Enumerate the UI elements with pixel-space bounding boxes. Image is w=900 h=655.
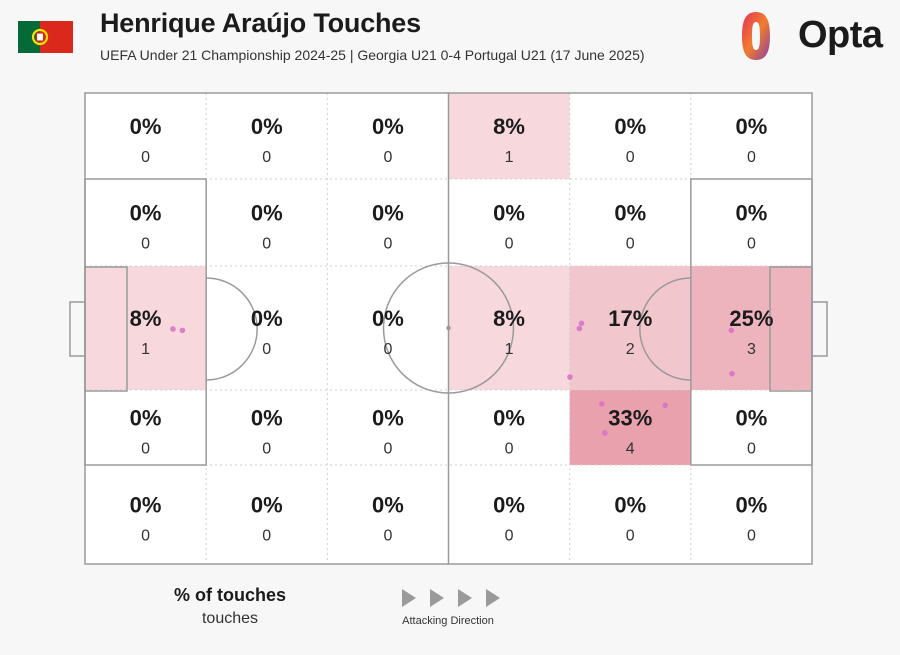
cell-percent-label: 25%: [729, 306, 773, 331]
page-title: Henrique Araújo Touches: [100, 8, 421, 38]
cell-percent-label: 0%: [736, 493, 768, 518]
cell-count-label: 0: [747, 441, 756, 458]
cell-count-label: 0: [626, 149, 635, 166]
cell-percent-label: 8%: [130, 306, 162, 331]
cell-percent-label: 0%: [493, 406, 525, 431]
touch-point: [729, 370, 735, 377]
cell-count-label: 0: [141, 441, 150, 458]
cell-count-label: 0: [747, 528, 756, 545]
cell-count-label: 1: [505, 149, 514, 166]
cell-percent-label: 8%: [493, 114, 525, 139]
cell-count-label: 0: [383, 236, 392, 253]
cell-percent-label: 0%: [130, 201, 162, 226]
cell-count-label: 0: [383, 149, 392, 166]
cell-count-label: 0: [505, 441, 514, 458]
cell-percent-label: 33%: [608, 406, 652, 431]
cell-count-label: 0: [262, 528, 271, 545]
cell-count-label: 0: [141, 236, 150, 253]
heat-cell: [448, 266, 570, 390]
cell-count-label: 0: [747, 149, 756, 166]
cell-count-label: 0: [383, 441, 392, 458]
cell-count-label: 0: [505, 528, 514, 545]
cell-percent-label: 0%: [736, 114, 768, 139]
heat-cell: [569, 390, 691, 465]
centre-circle: [382, 262, 515, 394]
touch-point: [662, 402, 668, 409]
opta-logo-icon: [742, 12, 770, 60]
match-subtitle: UEFA Under 21 Championship 2024-25 | Geo…: [100, 47, 645, 63]
heat-cell: [85, 266, 207, 390]
cell-count-label: 0: [383, 341, 392, 358]
cell-percent-label: 0%: [372, 406, 404, 431]
centre-spot: [446, 325, 451, 331]
cell-count-label: 4: [626, 441, 635, 458]
cell-count-label: 0: [141, 528, 150, 545]
cell-count-label: 0: [141, 149, 150, 166]
cell-percent-label: 0%: [130, 114, 162, 139]
touch-point: [728, 327, 735, 334]
cell-percent-label: 0%: [736, 406, 768, 431]
heat-cell: [448, 93, 570, 179]
legend-percent-label: % of touches: [173, 585, 286, 605]
legend-count-label: touches: [201, 610, 259, 627]
brand-name: Opta: [798, 14, 883, 56]
heat-cell: [569, 266, 691, 390]
touch-point: [567, 374, 573, 380]
cell-count-label: 0: [262, 341, 271, 358]
touch-point: [602, 430, 608, 436]
cell-percent-label: 0%: [372, 114, 404, 139]
cell-count-label: 0: [383, 528, 392, 545]
cell-percent-label: 0%: [614, 493, 646, 518]
cell-percent-label: 0%: [493, 201, 525, 226]
cell-percent-label: 0%: [614, 114, 646, 139]
cell-count-label: 2: [626, 341, 635, 358]
cell-percent-label: 0%: [251, 114, 283, 139]
cell-count-label: 0: [262, 149, 271, 166]
cell-percent-label: 0%: [130, 493, 162, 518]
right-goal: [811, 301, 828, 357]
right-penalty-arc: [639, 277, 691, 381]
cell-count-label: 0: [505, 236, 514, 253]
cell-percent-label: 0%: [251, 493, 283, 518]
cell-count-label: 0: [262, 236, 271, 253]
cell-count-label: 3: [747, 341, 756, 358]
cell-percent-label: 0%: [614, 201, 646, 226]
pitch-markings: [69, 92, 828, 565]
cell-percent-label: 17%: [608, 306, 652, 331]
touch-point: [170, 326, 176, 332]
cell-percent-label: 0%: [372, 306, 404, 331]
cell-count-label: 0: [262, 441, 271, 458]
cell-count-label: 0: [747, 236, 756, 253]
heat-cell: [690, 266, 812, 390]
touch-point: [179, 327, 186, 334]
cell-count-label: 1: [141, 341, 150, 358]
cell-percent-label: 0%: [251, 406, 283, 431]
cell-percent-label: 0%: [251, 306, 283, 331]
cell-count-label: 0: [626, 236, 635, 253]
cell-percent-label: 0%: [372, 493, 404, 518]
attacking-direction-arrows-icon: [402, 589, 500, 607]
touch-point: [576, 325, 583, 332]
cell-percent-label: 0%: [736, 201, 768, 226]
portugal-flag-icon: [18, 21, 73, 53]
attacking-direction-label: Attacking Direction: [402, 615, 494, 627]
cell-count-label: 0: [626, 528, 635, 545]
cell-percent-label: 0%: [372, 201, 404, 226]
touch-point: [599, 401, 605, 407]
left-penalty-arc: [206, 277, 258, 381]
touch-point: [578, 320, 585, 327]
cell-percent-label: 8%: [493, 306, 525, 331]
cell-percent-label: 0%: [493, 493, 525, 518]
cell-count-label: 1: [505, 341, 514, 358]
left-goal: [69, 301, 86, 357]
cell-percent-label: 0%: [251, 201, 283, 226]
cell-percent-label: 0%: [130, 406, 162, 431]
